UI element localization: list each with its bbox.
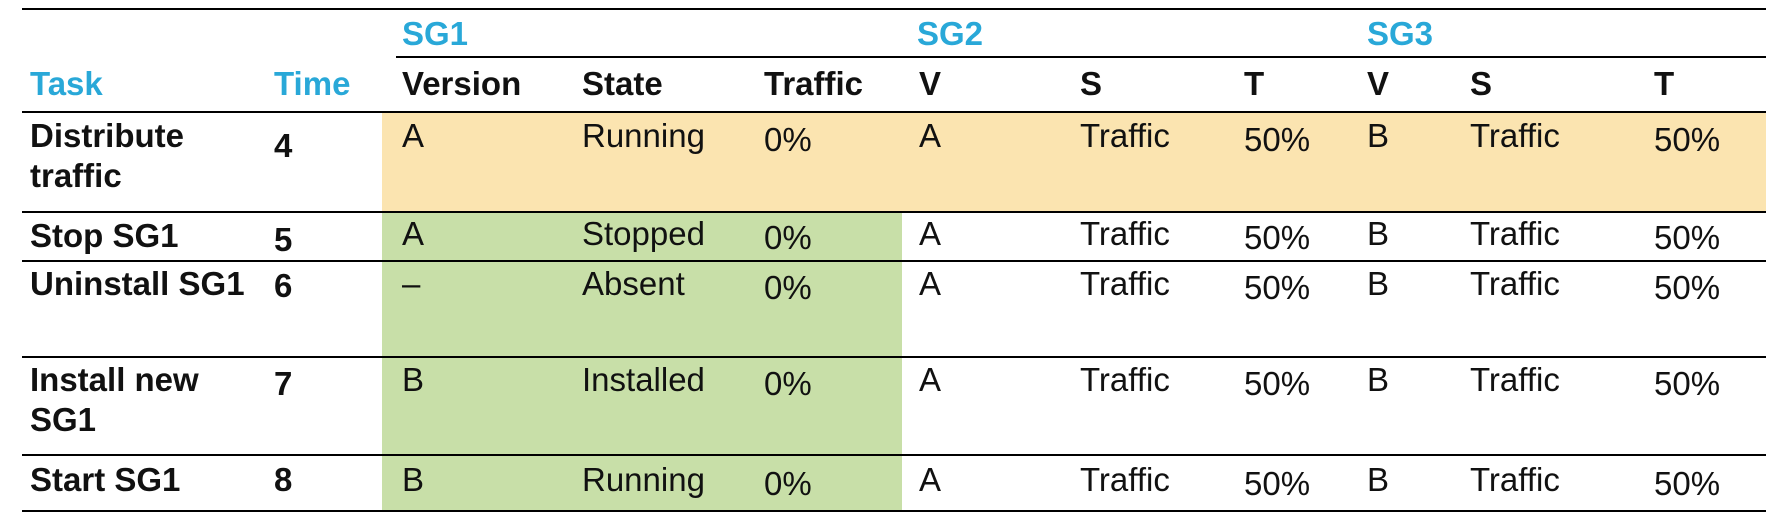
table-row-task: Install new SG1 bbox=[30, 361, 199, 438]
table-row-time: 6 bbox=[274, 267, 293, 304]
table-cell: A bbox=[919, 117, 942, 154]
table-cell: – bbox=[402, 265, 421, 302]
row-rule-1 bbox=[22, 211, 1766, 213]
group-header-sg1: SG1 bbox=[402, 15, 469, 52]
col-header-sg3-v: V bbox=[1367, 65, 1390, 102]
table-row-task: Stop SG1 bbox=[30, 217, 179, 254]
table-cell: Running bbox=[582, 117, 705, 154]
col-header-traffic: Traffic bbox=[764, 65, 864, 102]
table-cell: 50% bbox=[1654, 121, 1721, 158]
table-row-time: 7 bbox=[274, 365, 293, 402]
table-cell: A bbox=[402, 117, 425, 154]
col-header-sg3-t: T bbox=[1654, 65, 1675, 102]
table-cell: Traffic bbox=[1080, 361, 1170, 398]
table-cell: 50% bbox=[1654, 465, 1721, 502]
table-cell: 50% bbox=[1654, 219, 1721, 256]
table-cell: B bbox=[1367, 461, 1390, 498]
top-rule bbox=[22, 8, 1766, 10]
col-header-state: State bbox=[582, 65, 663, 102]
table-cell: Traffic bbox=[1470, 117, 1560, 154]
col-header-time: Time bbox=[274, 65, 351, 102]
table-cell: Stopped bbox=[582, 215, 705, 252]
table-cell: A bbox=[402, 215, 425, 252]
table-cell: 50% bbox=[1244, 465, 1311, 502]
col-header-task: Task bbox=[30, 65, 103, 102]
table-cell: 50% bbox=[1244, 365, 1311, 402]
row-rule-2 bbox=[22, 260, 1766, 262]
col-header-sg2-v: V bbox=[919, 65, 942, 102]
table-cell: A bbox=[919, 361, 942, 398]
table-cell: B bbox=[1367, 215, 1390, 252]
table-row-time: 4 bbox=[274, 127, 293, 164]
table-cell: Traffic bbox=[1470, 461, 1560, 498]
table-cell: 0% bbox=[764, 365, 812, 402]
row-rule-3 bbox=[22, 356, 1766, 358]
table-cell: Traffic bbox=[1080, 461, 1170, 498]
row-rule-4 bbox=[22, 454, 1766, 456]
col-header-version: Version bbox=[402, 65, 522, 102]
table-cell: A bbox=[919, 265, 942, 302]
table-cell: Traffic bbox=[1470, 215, 1560, 252]
table-cell: 50% bbox=[1654, 365, 1721, 402]
col-header-sg2-s: S bbox=[1080, 65, 1103, 102]
table-cell: 0% bbox=[764, 219, 812, 256]
table-cell: Installed bbox=[582, 361, 705, 398]
table-cell: 0% bbox=[764, 121, 812, 158]
table-cell: 50% bbox=[1244, 219, 1311, 256]
deployment-table: SG1 SG2 SG3 Task Time Version State Traf… bbox=[22, 8, 1766, 514]
table-cell: B bbox=[1367, 361, 1390, 398]
group-header-sg2: SG2 bbox=[917, 15, 984, 52]
table-cell: Running bbox=[582, 461, 705, 498]
table-cell: A bbox=[919, 215, 942, 252]
table-cell: 50% bbox=[1654, 269, 1721, 306]
table-cell: B bbox=[402, 461, 425, 498]
orange-highlight-row bbox=[382, 112, 1766, 212]
table-row-time: 8 bbox=[274, 461, 293, 498]
table-cell: 50% bbox=[1244, 269, 1311, 306]
table-cell: 50% bbox=[1244, 121, 1311, 158]
table-cell: Traffic bbox=[1470, 361, 1560, 398]
table-cell: 0% bbox=[764, 269, 812, 306]
table-row-task: Uninstall SG1 bbox=[30, 265, 245, 302]
table-cell: 0% bbox=[764, 465, 812, 502]
table-cell: A bbox=[919, 461, 942, 498]
table-cell: Traffic bbox=[1080, 265, 1170, 302]
group-header-sg3: SG3 bbox=[1367, 15, 1434, 52]
table-cell: Traffic bbox=[1080, 215, 1170, 252]
table-row-task: Start SG1 bbox=[30, 461, 181, 498]
header-rule bbox=[22, 111, 1766, 113]
table-cell: Traffic bbox=[1080, 117, 1170, 154]
green-highlight-block bbox=[382, 212, 902, 510]
table-row-time: 5 bbox=[274, 221, 293, 258]
group-underline bbox=[396, 56, 1766, 58]
table-cell: B bbox=[1367, 117, 1390, 154]
col-header-sg3-s: S bbox=[1470, 65, 1493, 102]
table-cell: Traffic bbox=[1470, 265, 1560, 302]
bottom-rule bbox=[22, 510, 1766, 512]
col-header-sg2-t: T bbox=[1244, 65, 1265, 102]
table-cell: B bbox=[1367, 265, 1390, 302]
table-cell: Absent bbox=[582, 265, 685, 302]
table-cell: B bbox=[402, 361, 425, 398]
table-row-task: Distribute traffic bbox=[30, 117, 185, 194]
